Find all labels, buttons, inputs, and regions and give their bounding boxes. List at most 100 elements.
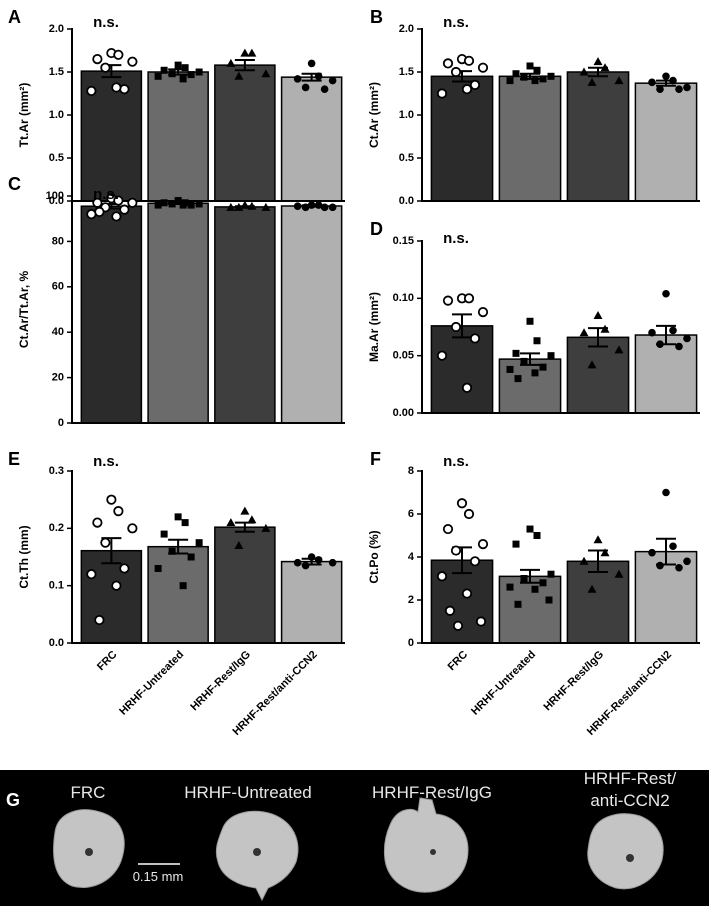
- y-tick-label: 0: [58, 417, 64, 429]
- bar: [214, 64, 276, 202]
- data-point: [179, 75, 187, 83]
- data-point: [436, 571, 448, 582]
- y-tick-label: 100: [46, 190, 64, 202]
- data-point: [579, 67, 589, 76]
- data-point: [187, 553, 195, 561]
- data-point: [154, 72, 162, 80]
- image-caption: HRHF-Rest/: [584, 769, 677, 788]
- y-tick-label: 1.5: [49, 66, 64, 78]
- error-bar: [452, 313, 472, 339]
- y-tick-label: 4: [408, 551, 415, 563]
- bar: [634, 82, 698, 202]
- bar: [498, 75, 562, 202]
- data-point: [86, 85, 97, 97]
- data-point: [539, 75, 547, 83]
- data-point: [86, 569, 97, 580]
- bone-section: [587, 813, 664, 890]
- data-point: [533, 532, 541, 539]
- data-point: [648, 78, 656, 87]
- data-point: [547, 570, 555, 578]
- data-point: [648, 548, 656, 557]
- data-point: [314, 72, 323, 81]
- data-point: [683, 557, 691, 566]
- data-point: [181, 64, 189, 72]
- y-tick-label: 0.1: [49, 580, 64, 592]
- data-point: [469, 556, 481, 567]
- data-point: [100, 537, 111, 548]
- data-point: [514, 375, 522, 383]
- annotation: n.s.: [443, 453, 469, 470]
- data-point: [179, 582, 187, 590]
- data-point: [593, 311, 603, 320]
- data-point: [328, 558, 337, 567]
- data-point: [531, 369, 539, 377]
- data-point: [293, 75, 302, 83]
- data-point: [301, 203, 310, 212]
- x-tick-label: HRHF-Untreated: [469, 649, 538, 718]
- y-tick-label: 2: [408, 594, 414, 606]
- data-point: [506, 365, 514, 373]
- data-point: [600, 548, 610, 557]
- annotation: n.s.: [93, 186, 119, 203]
- data-point: [600, 63, 610, 72]
- panel-label: F: [370, 449, 381, 469]
- data-point: [469, 79, 481, 91]
- y-tick-label: 0.00: [393, 407, 414, 419]
- data-point: [174, 513, 182, 521]
- data-point: [160, 199, 168, 207]
- bone-section: [383, 797, 469, 893]
- image-caption: HRHF-Untreated: [184, 783, 312, 802]
- y-tick-label: 1.0: [49, 109, 64, 121]
- data-point: [587, 77, 597, 86]
- y-tick-label: 0.10: [393, 292, 414, 304]
- image-caption: anti-CCN2: [590, 791, 669, 810]
- bar: [80, 549, 143, 644]
- error-bar: [234, 58, 255, 72]
- data-point: [127, 523, 138, 534]
- marrow: [253, 848, 261, 856]
- data-point: [234, 202, 244, 211]
- data-point: [328, 76, 337, 85]
- data-point: [174, 197, 182, 205]
- y-tick-label: 60: [52, 281, 64, 293]
- data-point: [240, 200, 250, 209]
- data-point: [240, 506, 250, 515]
- data-point: [547, 72, 555, 80]
- data-point: [226, 58, 236, 67]
- panel-label: G: [6, 790, 20, 810]
- data-point: [579, 556, 589, 565]
- data-point: [442, 58, 454, 69]
- error-bar: [520, 568, 540, 584]
- bar: [430, 325, 494, 414]
- data-point: [452, 620, 464, 631]
- data-point: [526, 525, 534, 533]
- data-point: [512, 349, 520, 357]
- data-point: [307, 201, 316, 209]
- data-point: [320, 203, 329, 212]
- bar: [214, 206, 276, 424]
- data-point: [477, 538, 489, 550]
- data-point: [111, 211, 122, 222]
- data-point: [533, 66, 541, 74]
- annotation: n.s.: [93, 14, 119, 31]
- y-tick-label: 20: [52, 372, 64, 384]
- data-point: [234, 541, 244, 550]
- y-axis-label: Ct.Po (%): [367, 530, 381, 583]
- data-point: [461, 84, 473, 95]
- y-axis-label: Ma.Ar (mm²): [367, 292, 381, 362]
- data-point: [683, 334, 691, 343]
- y-tick-label: 8: [408, 465, 414, 477]
- data-point: [461, 588, 473, 599]
- data-point: [247, 515, 257, 524]
- data-point: [614, 345, 624, 354]
- data-point: [127, 197, 138, 208]
- data-point: [656, 340, 664, 349]
- y-tick-label: 0.5: [399, 152, 414, 164]
- y-tick-label: 6: [408, 508, 414, 520]
- y-tick-label: 40: [52, 326, 64, 338]
- data-point: [450, 321, 462, 333]
- data-point: [179, 201, 187, 209]
- image-caption: HRHF-Rest/IgG: [372, 783, 492, 802]
- data-point: [307, 59, 316, 68]
- bar: [147, 202, 209, 424]
